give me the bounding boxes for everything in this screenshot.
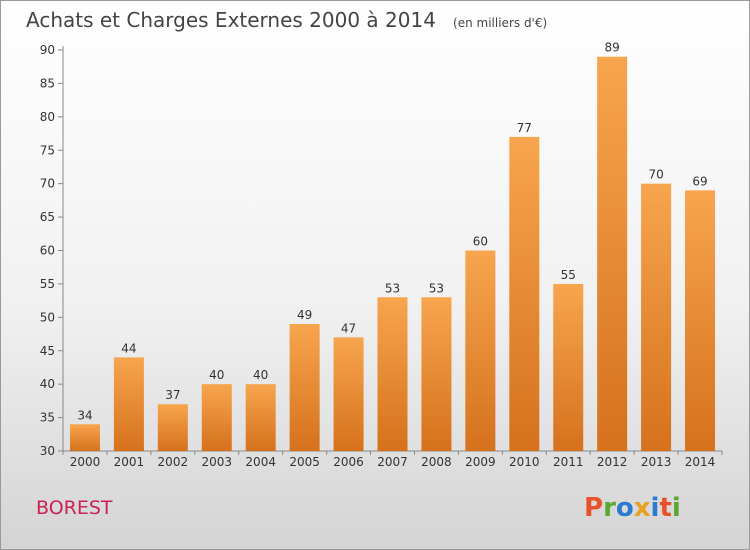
logo-letter: i bbox=[672, 493, 681, 523]
bar-2004 bbox=[245, 384, 276, 451]
data-label-2003: 40 bbox=[209, 368, 224, 382]
x-tick-label: 2013 bbox=[641, 455, 672, 469]
data-label-2005: 49 bbox=[297, 308, 312, 322]
bar-2002 bbox=[157, 404, 188, 451]
x-tick-label: 2004 bbox=[245, 455, 276, 469]
bar-2011 bbox=[553, 283, 584, 451]
y-tick-label: 55 bbox=[40, 277, 55, 291]
x-tick-label: 2007 bbox=[377, 455, 408, 469]
bar-2006 bbox=[333, 337, 364, 451]
bar-2008 bbox=[421, 297, 452, 451]
x-tick-label: 2010 bbox=[509, 455, 540, 469]
logo-letter: t bbox=[659, 493, 671, 523]
data-label-2008: 53 bbox=[429, 281, 444, 295]
bar-2014 bbox=[685, 190, 716, 451]
x-tick-label: 2002 bbox=[158, 455, 189, 469]
data-label-2002: 37 bbox=[165, 388, 180, 402]
x-tick-label: 2012 bbox=[597, 455, 628, 469]
data-label-2010: 77 bbox=[517, 121, 532, 135]
data-label-2009: 60 bbox=[473, 235, 488, 249]
y-tick-label: 35 bbox=[40, 411, 55, 425]
bar-2013 bbox=[641, 183, 672, 451]
bar-2003 bbox=[201, 384, 232, 451]
y-tick-label: 90 bbox=[40, 43, 55, 57]
x-tick-label: 2001 bbox=[114, 455, 145, 469]
chart-title-unit: (en milliers d'€) bbox=[453, 16, 547, 30]
y-tick-label: 40 bbox=[40, 377, 55, 391]
bar-2001 bbox=[113, 357, 144, 451]
data-label-2000: 34 bbox=[77, 408, 92, 422]
data-label-2014: 69 bbox=[692, 174, 707, 188]
y-tick-label: 50 bbox=[40, 310, 55, 324]
x-tick-label: 2009 bbox=[465, 455, 496, 469]
x-tick-label: 2008 bbox=[421, 455, 452, 469]
x-tick-label: 2000 bbox=[70, 455, 101, 469]
y-tick-label: 60 bbox=[40, 244, 55, 258]
data-label-2006: 47 bbox=[341, 321, 356, 335]
data-label-2001: 44 bbox=[121, 341, 136, 355]
bar-2010 bbox=[509, 136, 540, 451]
data-label-2011: 55 bbox=[561, 268, 576, 282]
commune-name: BOREST bbox=[36, 497, 113, 519]
logo-letter: P bbox=[584, 493, 603, 523]
y-tick-label: 70 bbox=[40, 177, 55, 191]
y-tick-label: 65 bbox=[40, 210, 55, 224]
bar-2000 bbox=[69, 424, 100, 451]
logo-letter: x bbox=[634, 493, 651, 523]
y-tick-label: 85 bbox=[40, 76, 55, 90]
x-tick-label: 2003 bbox=[201, 455, 232, 469]
logo-letter: o bbox=[616, 493, 634, 523]
y-tick-label: 75 bbox=[40, 143, 55, 157]
y-tick-label: 45 bbox=[40, 344, 55, 358]
chart-title-main: Achats et Charges Externes 2000 à 2014 bbox=[26, 8, 436, 32]
data-label-2013: 70 bbox=[648, 168, 663, 182]
bar-2012 bbox=[597, 56, 628, 451]
bar-2009 bbox=[465, 250, 496, 451]
x-tick-label: 2005 bbox=[289, 455, 320, 469]
y-tick-label: 80 bbox=[40, 110, 55, 124]
y-tick-label: 30 bbox=[40, 444, 55, 458]
x-tick-label: 2011 bbox=[553, 455, 584, 469]
data-labels: 34 44 37 40 40 49 47 53 53 60 77 55 89 70 69 bbox=[77, 41, 707, 423]
data-label-2012: 89 bbox=[605, 41, 620, 55]
x-tick-label: 2014 bbox=[685, 455, 716, 469]
chart-title: Achats et Charges Externes 2000 à 2014 (… bbox=[26, 8, 547, 32]
bars bbox=[69, 56, 716, 451]
bar-2005 bbox=[289, 324, 320, 451]
x-tick-label: 2006 bbox=[333, 455, 364, 469]
logo-letter: i bbox=[651, 493, 660, 523]
data-label-2007: 53 bbox=[385, 281, 400, 295]
proxiti-logo: Proxiti bbox=[584, 493, 681, 523]
bar-2007 bbox=[377, 297, 408, 451]
data-label-2004: 40 bbox=[253, 368, 268, 382]
logo-letter: r bbox=[603, 493, 616, 523]
